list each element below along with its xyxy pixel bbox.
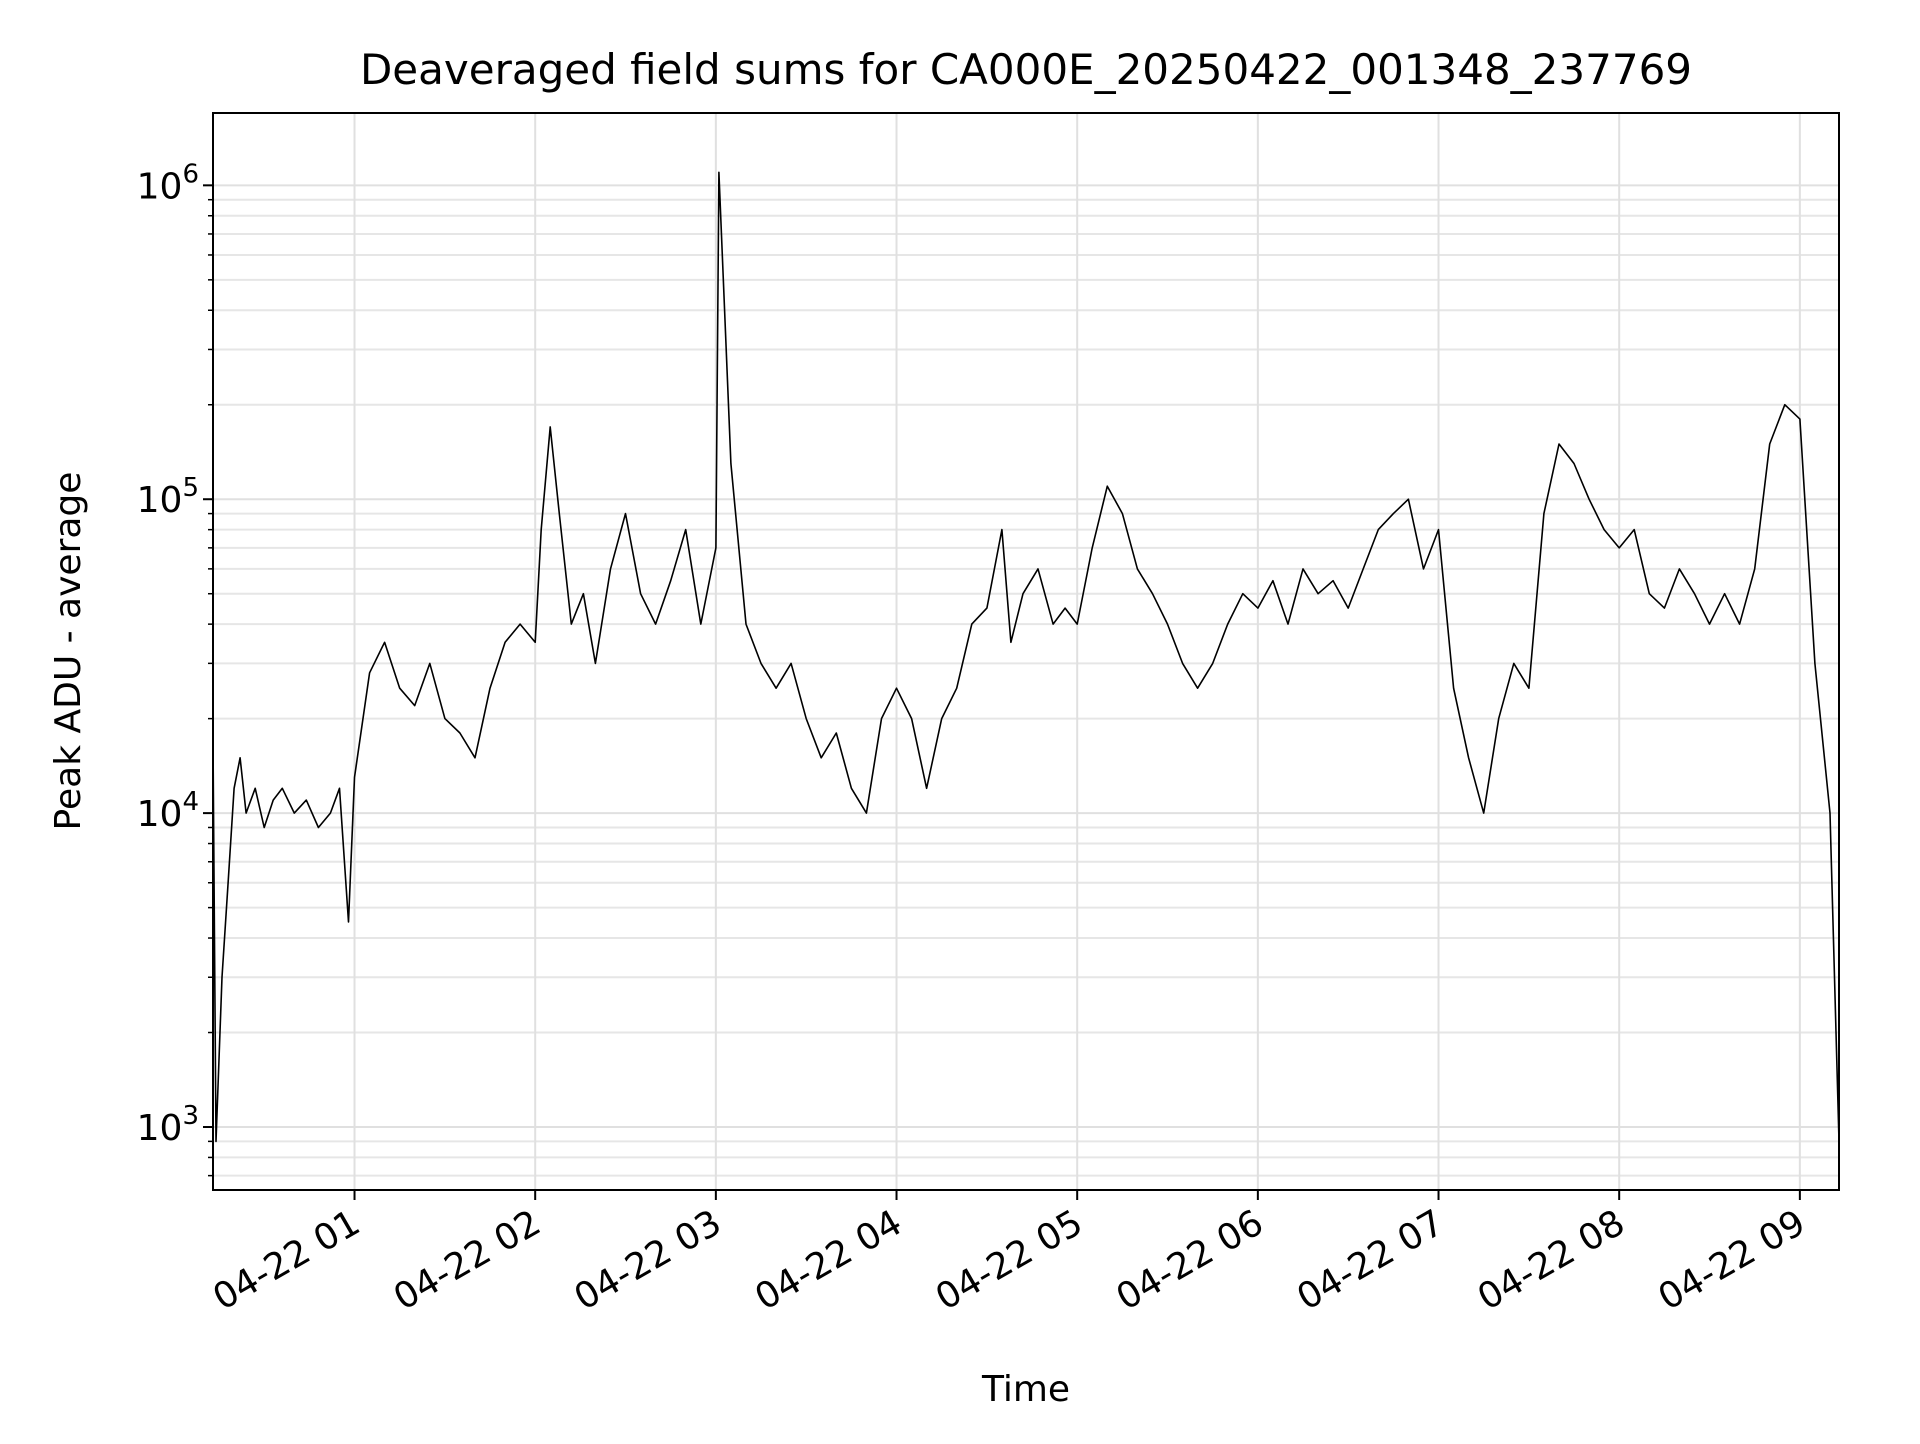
series-line — [212, 171, 1840, 1143]
major-grid — [213, 113, 1839, 1190]
y-tick-label: 106 — [137, 159, 199, 207]
plot-frame — [212, 112, 1840, 1191]
y-tick-label: 103 — [137, 1101, 199, 1149]
chart-title: Deaveraged field sums for CA000E_2025042… — [360, 45, 1692, 94]
y-tick-label: 105 — [137, 473, 199, 521]
minor-grid — [208, 198, 1839, 1177]
y-axis-label: Peak ADU - average — [48, 472, 89, 831]
y-axis-ticks: 103 104 105 106 — [137, 159, 213, 1149]
series-group — [212, 171, 1840, 1143]
y-tick-label: 104 — [137, 787, 199, 835]
x-axis-label: Time — [981, 1369, 1070, 1410]
